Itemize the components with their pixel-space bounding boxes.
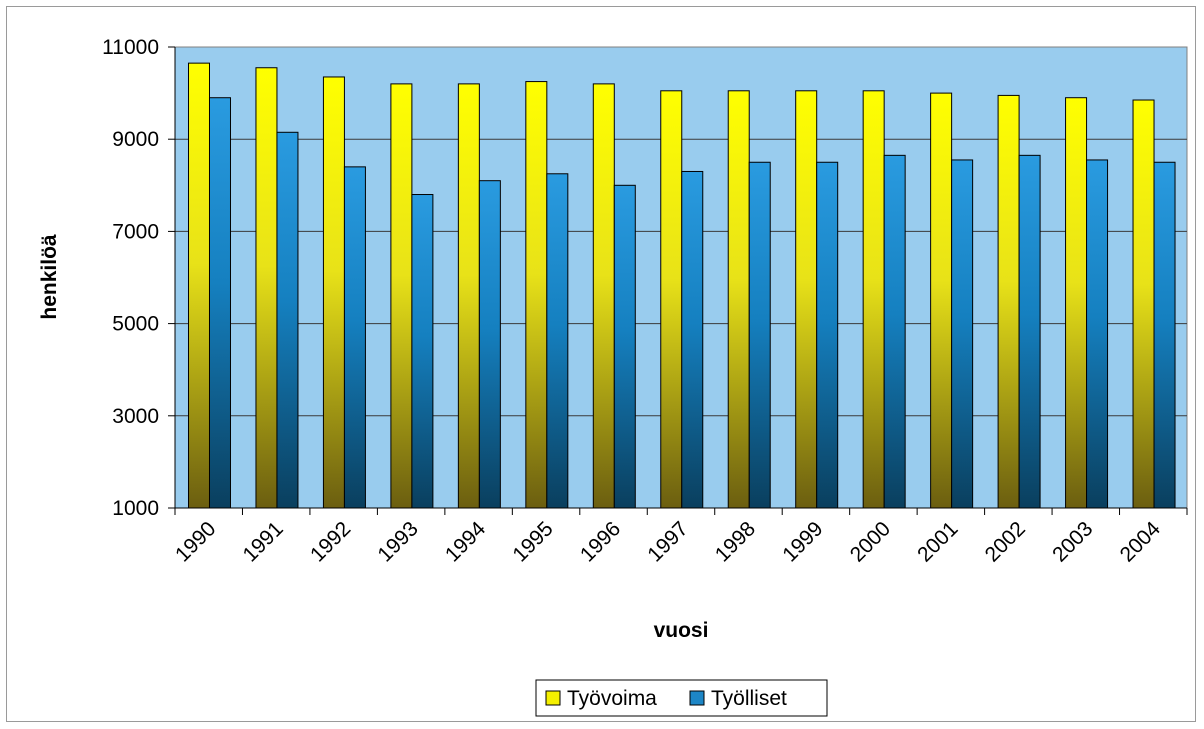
x-tick-label: 1998 xyxy=(711,517,760,566)
bar-tyovoima-1995 xyxy=(525,81,548,509)
bar-tyolliset-1999 xyxy=(816,161,839,509)
bar-tyolliset-1990 xyxy=(208,97,231,509)
x-tick-label: 1994 xyxy=(441,517,491,567)
bar-tyovoima-1998 xyxy=(727,90,750,509)
bar-tyovoima-1992 xyxy=(322,76,345,509)
bar-tyolliset-1992 xyxy=(343,166,366,509)
bar-tyolliset-2002 xyxy=(1018,154,1041,509)
x-axis-title: vuosi xyxy=(654,619,709,642)
y-tick-label: 1000 xyxy=(112,497,159,520)
bar-tyovoima-1991 xyxy=(255,67,278,509)
y-axis-title: henkilöä xyxy=(38,234,61,320)
x-tick-label: 1996 xyxy=(576,517,625,566)
x-tick-label: 2001 xyxy=(913,517,962,566)
bar-tyovoima-1999 xyxy=(795,90,818,509)
legend-box xyxy=(535,679,828,717)
bar-tyolliset-1994 xyxy=(478,180,501,509)
y-tick-label: 9000 xyxy=(112,128,159,151)
bar-tyovoima-2003 xyxy=(1065,97,1088,509)
bar-tyolliset-1995 xyxy=(546,173,569,509)
legend-swatch-tyovoima xyxy=(545,690,561,706)
x-tick-label: 1992 xyxy=(306,517,355,566)
bar-tyolliset-2001 xyxy=(951,159,974,509)
legend-label-tyovoima: Työvoima xyxy=(567,687,657,710)
x-tick-label: 1993 xyxy=(373,517,422,566)
bar-tyolliset-1997 xyxy=(681,170,704,509)
bars xyxy=(187,62,1176,509)
y-tick-label: 11000 xyxy=(102,36,159,59)
bar-tyovoima-2004 xyxy=(1132,99,1155,509)
bar-tyovoima-2000 xyxy=(862,90,885,509)
x-tick-label: 1990 xyxy=(171,517,220,566)
x-tick-label: 2004 xyxy=(1116,517,1166,567)
bar-tyolliset-1998 xyxy=(748,161,771,509)
legend-swatch-tyolliset xyxy=(689,690,705,706)
x-tick-label: 1999 xyxy=(778,517,827,566)
y-tick-label: 3000 xyxy=(112,405,159,428)
bar-tyovoima-1994 xyxy=(457,83,480,509)
x-tick-label: 2000 xyxy=(846,517,895,566)
y-tick-labels: 1000 3000 5000 7000 9000 11000 xyxy=(102,36,159,520)
legend: Työvoima Työlliset xyxy=(535,679,828,717)
x-tick-label: 2002 xyxy=(981,517,1030,566)
axes xyxy=(168,46,1188,515)
x-tick-label: 1995 xyxy=(508,517,557,566)
bar-tyolliset-1996 xyxy=(613,184,636,509)
bar-tyolliset-1991 xyxy=(276,131,299,509)
bar-tyolliset-2004 xyxy=(1153,161,1176,509)
bar-tyovoima-2001 xyxy=(930,92,953,509)
x-tick-label: 2003 xyxy=(1048,517,1097,566)
bar-tyovoima-2002 xyxy=(997,94,1020,509)
y-tick-label: 7000 xyxy=(112,220,159,243)
x-tick-label: 1997 xyxy=(643,517,692,566)
bar-tyovoima-1990 xyxy=(187,62,210,509)
bar-tyolliset-2000 xyxy=(883,154,906,509)
bar-tyovoima-1997 xyxy=(660,90,683,509)
bar-tyolliset-2003 xyxy=(1086,159,1109,509)
x-tick-label: 1991 xyxy=(239,517,288,566)
bar-tyovoima-1996 xyxy=(592,83,615,509)
bar-tyovoima-1993 xyxy=(390,83,413,509)
bar-tyolliset-1993 xyxy=(411,194,434,509)
y-tick-label: 5000 xyxy=(112,313,159,336)
legend-label-tyolliset: Työlliset xyxy=(711,687,787,710)
x-tick-labels: 1990 1991 1992 1993 1994 1995 1996 1997 1998 1999… xyxy=(171,517,1165,567)
